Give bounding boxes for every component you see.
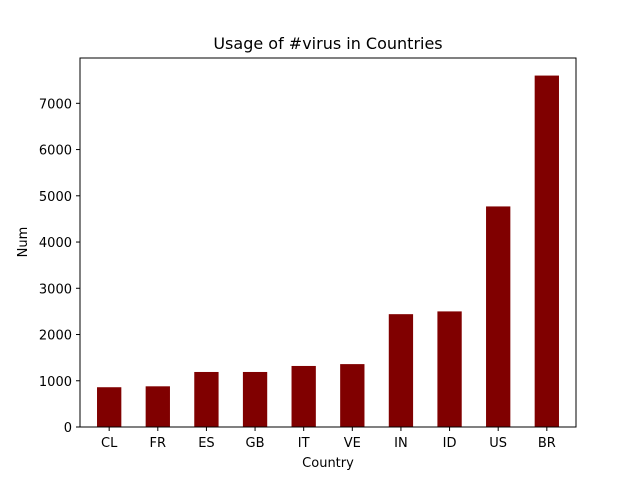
bar-cl xyxy=(97,387,122,427)
y-axis-ticks: 0 1000 2000 3000 4000 5000 6000 7000 xyxy=(39,97,80,436)
x-tick-label: CL xyxy=(101,436,118,451)
bar-br xyxy=(534,75,559,427)
x-tick-label: BR xyxy=(538,436,556,451)
x-tick-label: IN xyxy=(394,436,408,451)
bar-id xyxy=(437,311,462,427)
bar-in xyxy=(388,314,414,427)
y-tick-label: 3000 xyxy=(39,282,72,297)
y-tick-label: 5000 xyxy=(39,190,72,205)
bar-es xyxy=(194,371,219,427)
x-tick-label: ES xyxy=(198,436,214,451)
y-tick-label: 2000 xyxy=(39,329,72,344)
y-tick-label: 1000 xyxy=(39,375,72,390)
bar-fr xyxy=(145,386,170,427)
bars-group xyxy=(97,75,559,427)
x-tick-label: GB xyxy=(246,436,265,451)
y-axis-title: Num xyxy=(16,227,31,258)
x-tick-label: US xyxy=(489,436,507,451)
y-tick-label: 0 xyxy=(64,421,72,436)
x-axis-ticks: CL FR ES GB IT VE IN ID US BR xyxy=(101,427,556,451)
y-tick-label: 4000 xyxy=(39,236,72,251)
bar-gb xyxy=(242,371,268,427)
y-tick-label: 7000 xyxy=(39,97,72,112)
bar-ve xyxy=(340,364,365,427)
bar-it xyxy=(291,365,316,427)
plot-frame xyxy=(79,57,577,428)
x-tick-label: IT xyxy=(298,436,310,451)
x-tick-label: FR xyxy=(150,436,167,451)
x-tick-label: ID xyxy=(443,436,457,451)
bar-us xyxy=(486,206,511,427)
y-tick-label: 6000 xyxy=(39,144,72,159)
chart-title: Usage of #virus in Countries xyxy=(213,34,442,53)
x-axis-title: Country xyxy=(302,456,354,471)
x-tick-label: VE xyxy=(344,436,361,451)
